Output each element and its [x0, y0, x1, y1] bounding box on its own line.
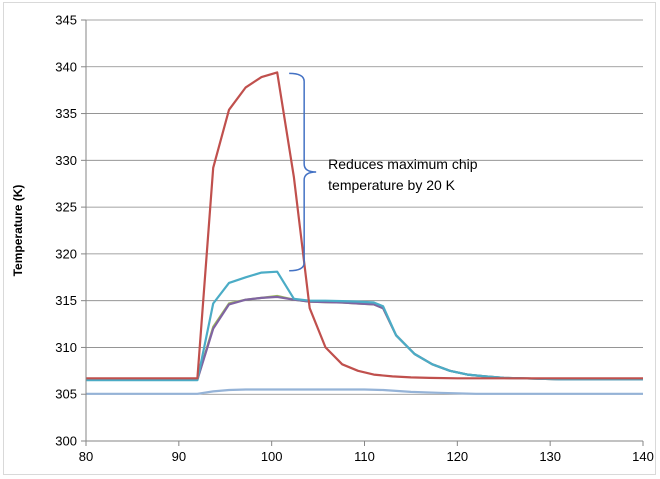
series-line-2	[86, 295, 643, 381]
x-tick-label-90: 90	[172, 449, 186, 464]
y-tick-label-300: 300	[55, 434, 77, 449]
annotation-text-line-1: Reduces maximum chip	[328, 156, 478, 172]
gridlines	[86, 19, 643, 395]
x-tick-label-110: 110	[354, 449, 375, 464]
y-axis-label: Temperature (K)	[11, 185, 25, 277]
x-tick-label-100: 100	[261, 449, 283, 464]
y-tick-label-345: 345	[55, 13, 77, 28]
y-tick-label-305: 305	[55, 387, 77, 402]
series-line-5	[86, 71, 643, 380]
y-tick-label-325: 325	[55, 200, 77, 215]
x-tick-label-120: 120	[446, 449, 468, 464]
tick-labels: 300 305 310 315 320 325 330 335 340 345 80 90 100 110…	[55, 13, 654, 465]
y-tick-label-340: 340	[55, 59, 77, 74]
series-line-4	[86, 388, 643, 395]
x-tick-label-80: 80	[79, 449, 93, 464]
y-tick-label-315: 315	[55, 293, 77, 308]
annotation-brace	[289, 72, 317, 272]
y-tick-label-330: 330	[55, 153, 77, 168]
series-line-1	[86, 294, 643, 381]
y-tick-label-320: 320	[55, 246, 77, 261]
chart-area	[3, 2, 656, 475]
series-line-3	[86, 270, 643, 382]
axes	[81, 19, 644, 446]
x-tick-label-130: 130	[539, 449, 561, 464]
annotation: Reduces maximum chip temperature by 20 K	[289, 72, 478, 272]
x-tick-label-140: 140	[632, 449, 654, 464]
y-tick-label-335: 335	[55, 106, 77, 121]
annotation-text-line-2: temperature by 20 K	[328, 177, 456, 193]
y-tick-label-310: 310	[55, 340, 77, 355]
series-layer	[86, 71, 643, 395]
